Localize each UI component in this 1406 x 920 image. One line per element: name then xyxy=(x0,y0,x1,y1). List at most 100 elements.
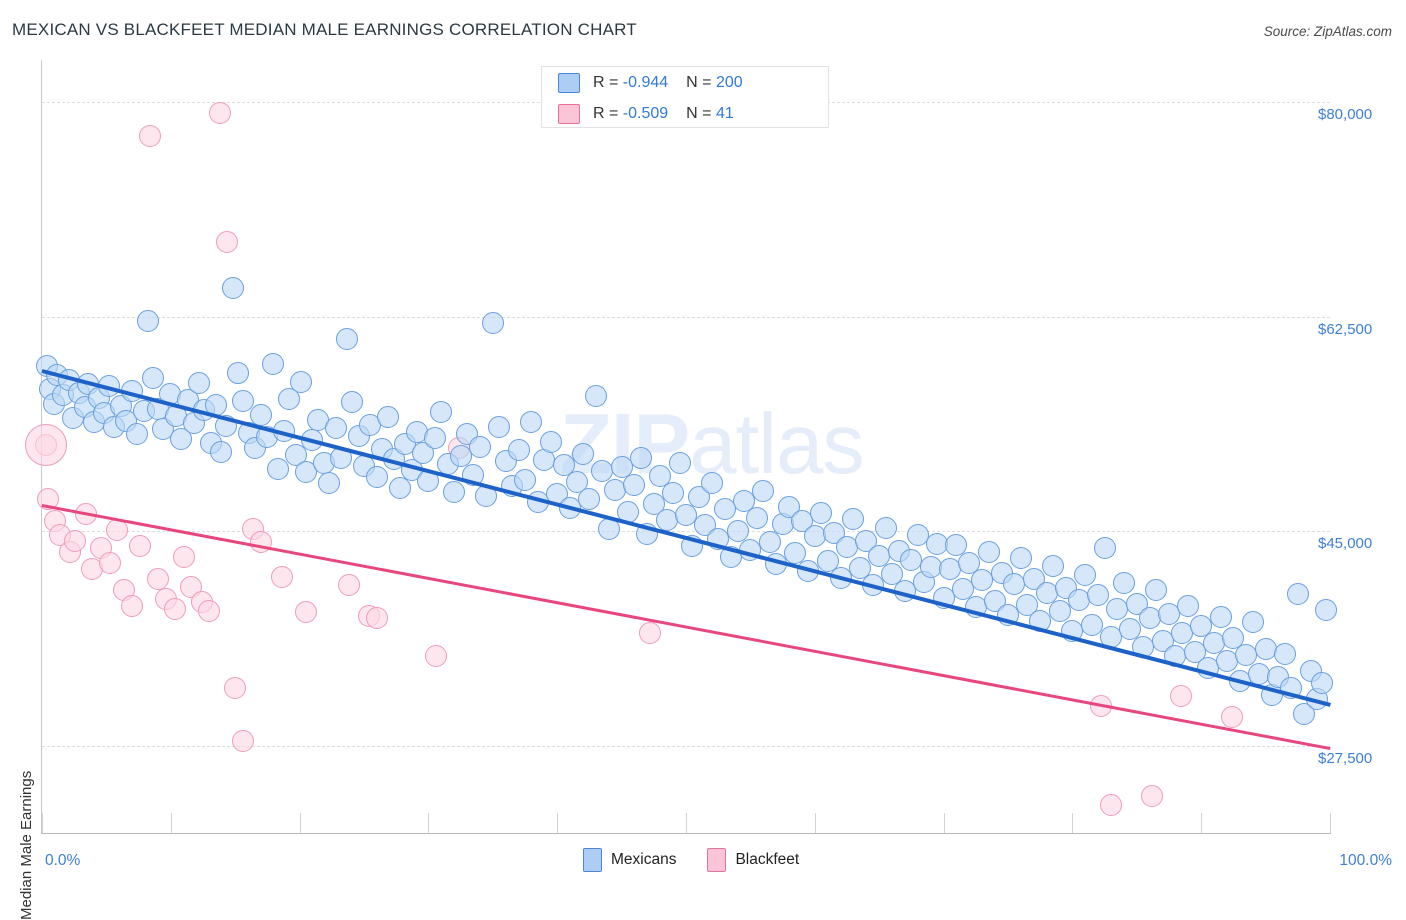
data-point[interactable] xyxy=(99,552,122,575)
data-point[interactable] xyxy=(365,466,388,489)
data-point[interactable] xyxy=(539,430,562,453)
data-point[interactable] xyxy=(1183,640,1206,663)
data-point[interactable] xyxy=(216,230,239,253)
data-point[interactable] xyxy=(881,563,904,586)
data-point[interactable] xyxy=(172,546,195,569)
data-point[interactable] xyxy=(430,401,453,424)
data-point[interactable] xyxy=(210,440,233,463)
data-point[interactable] xyxy=(462,463,485,486)
data-point[interactable] xyxy=(584,385,607,408)
data-point[interactable] xyxy=(139,125,162,148)
data-point[interactable] xyxy=(662,482,685,505)
data-point[interactable] xyxy=(906,523,929,546)
data-point[interactable] xyxy=(1080,613,1103,636)
data-point[interactable] xyxy=(565,471,588,494)
data-point[interactable] xyxy=(816,549,839,572)
data-point[interactable] xyxy=(468,435,491,458)
data-point[interactable] xyxy=(520,411,543,434)
data-point[interactable] xyxy=(514,468,536,491)
data-point[interactable] xyxy=(1254,638,1277,661)
data-point[interactable] xyxy=(417,469,440,492)
data-point[interactable] xyxy=(810,501,833,524)
data-point[interactable] xyxy=(623,473,646,496)
data-point[interactable] xyxy=(1042,554,1065,577)
data-point[interactable] xyxy=(365,607,388,630)
data-point[interactable] xyxy=(221,277,244,300)
data-point[interactable] xyxy=(1145,579,1168,602)
data-point[interactable] xyxy=(1273,643,1296,666)
data-point[interactable] xyxy=(629,446,652,469)
data-point[interactable] xyxy=(341,391,364,414)
data-point[interactable] xyxy=(610,456,633,479)
data-point[interactable] xyxy=(571,442,594,465)
data-point[interactable] xyxy=(97,375,120,398)
data-point[interactable] xyxy=(1286,582,1309,605)
data-point[interactable] xyxy=(136,310,159,333)
data-point[interactable] xyxy=(475,484,498,507)
data-point[interactable] xyxy=(295,601,318,624)
data-point[interactable] xyxy=(861,574,884,597)
data-point[interactable] xyxy=(617,500,640,523)
data-point[interactable] xyxy=(226,361,249,384)
data-point[interactable] xyxy=(649,465,672,488)
data-point[interactable] xyxy=(249,531,272,554)
data-point[interactable] xyxy=(1074,564,1097,587)
data-point[interactable] xyxy=(329,446,352,469)
data-point[interactable] xyxy=(758,531,781,554)
data-point[interactable] xyxy=(951,577,974,600)
data-point[interactable] xyxy=(713,498,736,521)
data-point[interactable] xyxy=(784,542,807,565)
data-point[interactable] xyxy=(337,574,360,597)
data-point[interactable] xyxy=(732,489,755,512)
data-point[interactable] xyxy=(231,390,254,413)
data-point[interactable] xyxy=(146,568,169,591)
data-point[interactable] xyxy=(224,677,247,700)
data-point[interactable] xyxy=(389,477,412,500)
data-point[interactable] xyxy=(121,380,144,403)
data-point[interactable] xyxy=(208,101,231,124)
data-point[interactable] xyxy=(231,730,254,753)
data-point[interactable] xyxy=(1141,785,1164,808)
data-point[interactable] xyxy=(74,503,97,526)
data-point[interactable] xyxy=(266,457,289,480)
data-point[interactable] xyxy=(24,424,67,467)
data-point[interactable] xyxy=(249,403,272,426)
data-point[interactable] xyxy=(1311,672,1334,695)
data-point[interactable] xyxy=(336,327,359,350)
data-point[interactable] xyxy=(37,488,60,511)
data-point[interactable] xyxy=(443,481,466,504)
data-point[interactable] xyxy=(1222,627,1245,650)
data-point[interactable] xyxy=(425,645,448,668)
data-point[interactable] xyxy=(1190,614,1213,637)
data-point[interactable] xyxy=(681,535,704,558)
data-point[interactable] xyxy=(829,566,852,589)
data-point[interactable] xyxy=(215,414,238,437)
data-point[interactable] xyxy=(204,393,227,416)
data-point[interactable] xyxy=(971,569,994,592)
data-point[interactable] xyxy=(638,622,661,645)
data-point[interactable] xyxy=(1241,611,1264,634)
legend-item-mexicans[interactable]: Mexicans xyxy=(583,848,676,872)
data-point[interactable] xyxy=(578,488,601,511)
data-point[interactable] xyxy=(1009,547,1032,570)
data-point[interactable] xyxy=(1280,677,1303,700)
data-point[interactable] xyxy=(318,472,341,495)
data-point[interactable] xyxy=(289,370,312,393)
data-point[interactable] xyxy=(64,530,87,553)
data-point[interactable] xyxy=(261,353,284,376)
data-point[interactable] xyxy=(1087,584,1110,607)
data-point[interactable] xyxy=(668,451,691,474)
data-point[interactable] xyxy=(481,311,504,334)
data-point[interactable] xyxy=(552,454,575,477)
data-point[interactable] xyxy=(1112,571,1135,594)
data-point[interactable] xyxy=(377,406,400,429)
data-point[interactable] xyxy=(198,600,221,623)
data-point[interactable] xyxy=(1093,537,1116,560)
data-point[interactable] xyxy=(997,603,1019,626)
data-point[interactable] xyxy=(105,519,128,542)
data-point[interactable] xyxy=(273,419,296,442)
data-point[interactable] xyxy=(400,458,423,481)
data-point[interactable] xyxy=(636,522,659,545)
data-point[interactable] xyxy=(726,520,749,543)
data-point[interactable] xyxy=(1293,703,1316,726)
